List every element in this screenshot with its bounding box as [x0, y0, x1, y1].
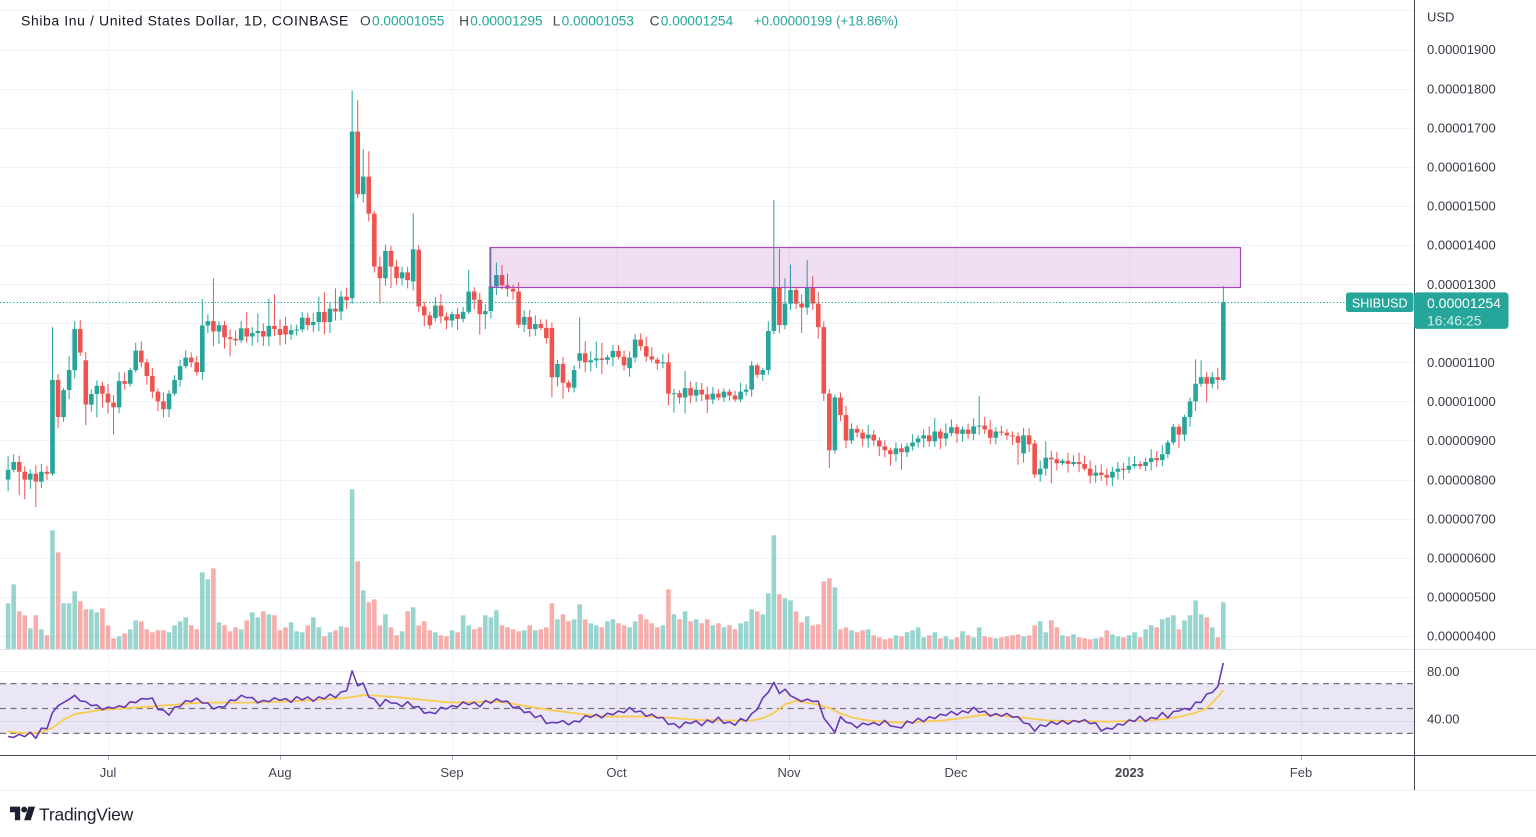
- svg-text:Oct: Oct: [606, 765, 627, 780]
- svg-text:0.00001100: 0.00001100: [1427, 355, 1495, 370]
- svg-text:Sep: Sep: [440, 765, 463, 780]
- svg-text:0.00001800: 0.00001800: [1427, 81, 1496, 96]
- svg-text:0.00001400: 0.00001400: [1427, 238, 1496, 253]
- svg-text:40.00: 40.00: [1427, 712, 1460, 727]
- svg-text:C: C: [650, 14, 660, 29]
- svg-text:0.00001700: 0.00001700: [1427, 120, 1496, 135]
- svg-text:0.00000400: 0.00000400: [1427, 629, 1496, 644]
- svg-text:0.00001500: 0.00001500: [1427, 199, 1496, 214]
- svg-text:0.00000800: 0.00000800: [1427, 472, 1496, 487]
- svg-text:0.00000900: 0.00000900: [1427, 433, 1496, 448]
- svg-text:Shiba Inu / United States Doll: Shiba Inu / United States Dollar, 1D, CO…: [21, 13, 349, 29]
- svg-text:0.00000600: 0.00000600: [1427, 551, 1496, 566]
- svg-text:Dec: Dec: [944, 765, 968, 780]
- svg-text:+0.00000199 (+18.86%): +0.00000199 (+18.86%): [754, 14, 898, 29]
- svg-text:Jul: Jul: [100, 765, 117, 780]
- svg-text:0.00001254: 0.00001254: [661, 14, 734, 29]
- svg-text:0.00000500: 0.00000500: [1427, 590, 1496, 605]
- svg-text:0.00001000: 0.00001000: [1427, 394, 1496, 409]
- svg-text:80.00: 80.00: [1427, 664, 1460, 679]
- svg-text:0.00001295: 0.00001295: [470, 14, 543, 29]
- svg-text:O: O: [360, 14, 371, 29]
- svg-text:16:46:25: 16:46:25: [1427, 313, 1482, 329]
- svg-text:0.00001900: 0.00001900: [1427, 42, 1496, 57]
- svg-text:L: L: [553, 14, 561, 29]
- svg-text:2023: 2023: [1115, 765, 1144, 780]
- svg-text:0.00001254: 0.00001254: [1427, 295, 1501, 311]
- svg-text:0.00000700: 0.00000700: [1427, 511, 1496, 526]
- svg-text:USD: USD: [1427, 10, 1454, 25]
- svg-text:0.00001300: 0.00001300: [1427, 277, 1496, 292]
- svg-text:Nov: Nov: [777, 765, 801, 780]
- svg-text:SHIBUSD: SHIBUSD: [1352, 296, 1408, 310]
- svg-text:0.00001055: 0.00001055: [372, 14, 445, 29]
- svg-text:0.00001600: 0.00001600: [1427, 160, 1496, 175]
- svg-text:0.00001053: 0.00001053: [562, 14, 635, 29]
- svg-text:Feb: Feb: [1290, 765, 1312, 780]
- svg-text:TradingView: TradingView: [39, 804, 134, 824]
- svg-text:H: H: [459, 14, 469, 29]
- svg-text:Aug: Aug: [268, 765, 291, 780]
